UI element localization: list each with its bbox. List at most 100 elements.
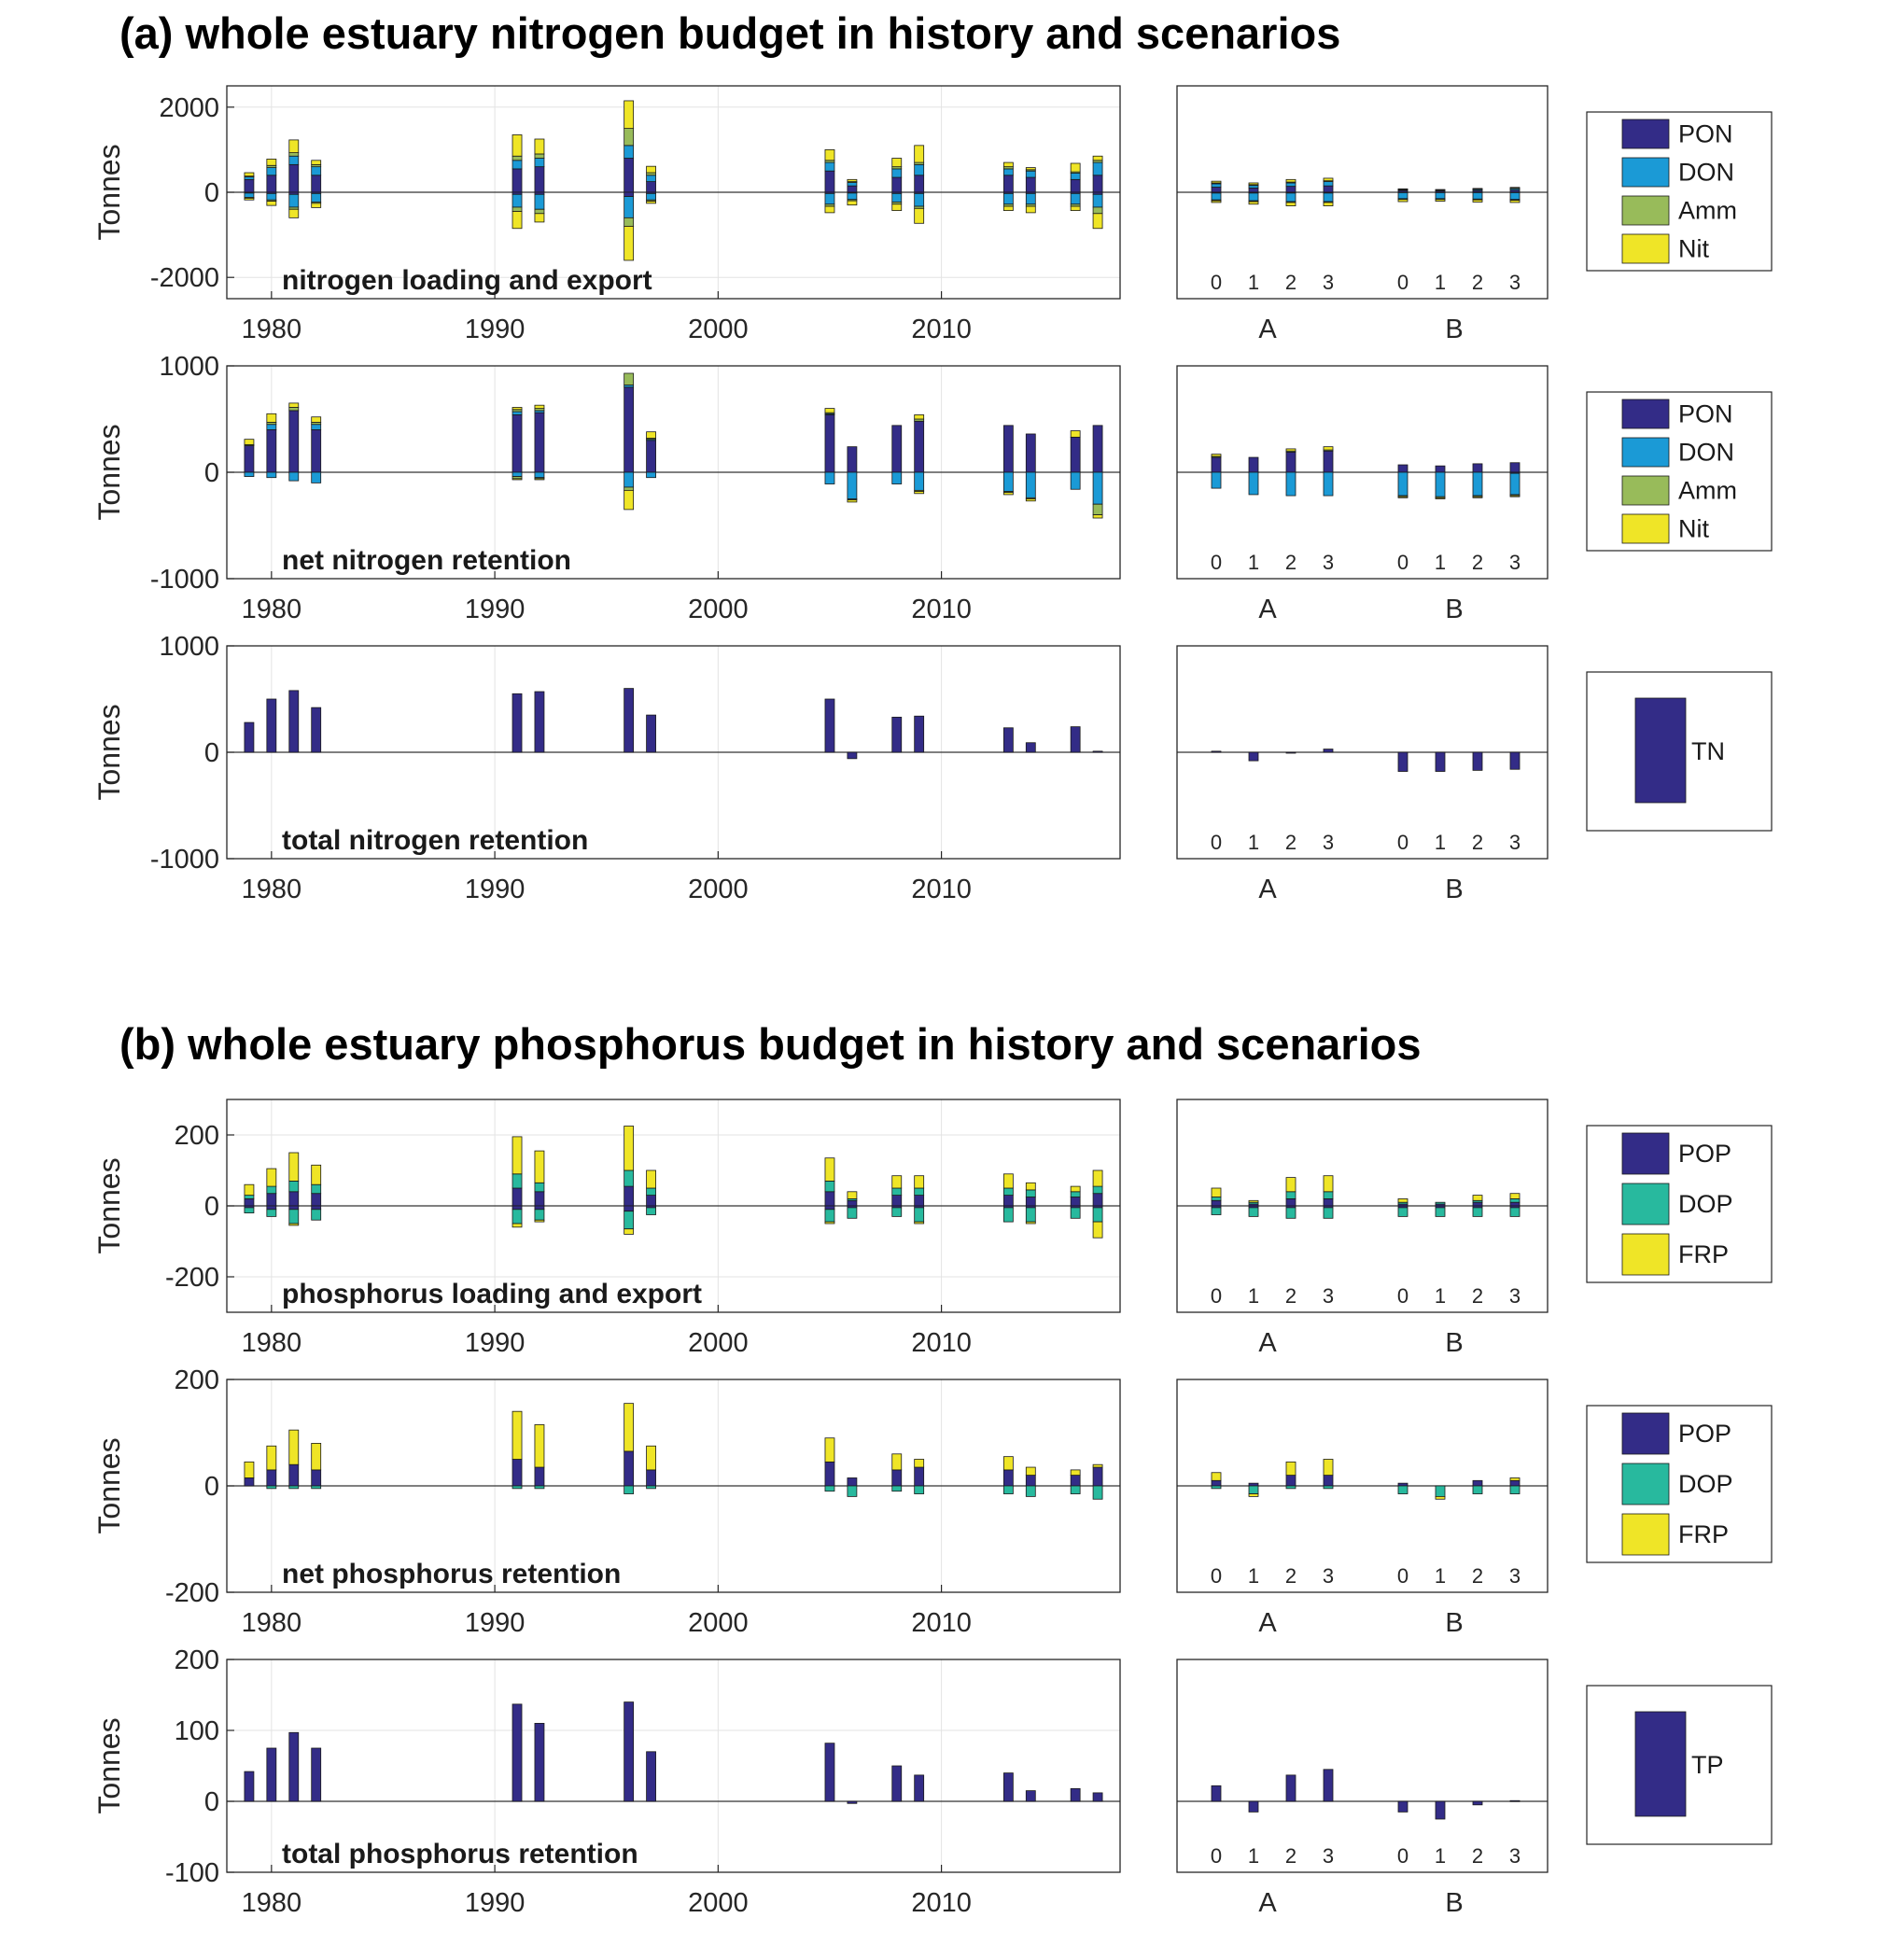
bar-1979-pop [244, 1477, 255, 1487]
scenario-level-label: 0 [1397, 831, 1408, 854]
bar-1982-pop [311, 1193, 322, 1207]
legend-label-tp: TP [1691, 1751, 1724, 1779]
bar-2016-pop [1070, 1475, 1081, 1487]
bar-1992-frp [534, 1150, 545, 1183]
legend-label-nit: Nit [1678, 515, 1709, 543]
bar-2005-dop [824, 1181, 835, 1193]
bar-2005-nit [824, 408, 835, 413]
bar-scenario-A1-pop [1248, 1482, 1259, 1487]
bar-1996-dop [624, 1169, 635, 1187]
bar-1982-don-neg [311, 471, 322, 483]
bar-1982-don [311, 166, 322, 176]
x-tick-label: 2000 [688, 595, 749, 624]
bar-scenario-B0-dop-neg [1397, 1207, 1408, 1217]
bar-scenario-B1-dop-neg [1435, 1485, 1446, 1497]
bar-1981-pop [288, 1191, 300, 1207]
bar-2017-don-neg [1092, 193, 1103, 208]
bar-scenario-A3-nit [1323, 177, 1334, 182]
bar-2005-dop-neg [824, 1485, 835, 1492]
bar-scenario-B3-pop [1509, 1201, 1521, 1207]
x-tick-label: 1980 [242, 875, 302, 904]
bar-1997 [646, 1751, 656, 1802]
bar-1996-dop-neg [624, 1485, 635, 1494]
scenario-level-label: 1 [1248, 1284, 1259, 1308]
y-tick-label: 100 [175, 1716, 219, 1746]
bar-1992-amm-neg [534, 208, 545, 215]
scenario-level-label: 0 [1211, 1564, 1222, 1588]
bar-1980-nit [266, 159, 277, 166]
bar-1981-frp [288, 1152, 300, 1182]
bar-2013-nit [1002, 161, 1014, 168]
bar-1992-nit-neg [534, 478, 545, 481]
bar-scenario-A2 [1285, 1774, 1296, 1802]
bar-1982-dop-neg [311, 1209, 322, 1221]
bar-2014-don [1025, 170, 1036, 178]
bar-2014-pon [1025, 433, 1036, 473]
y-tick-label: 1000 [159, 352, 219, 382]
legend-box [1586, 391, 1773, 552]
scenario-level-label: 0 [1397, 551, 1408, 574]
bar-2016-dop [1070, 1191, 1081, 1197]
bar-1980-pon [266, 175, 277, 193]
bar-1980-don [266, 167, 277, 176]
bar-2013-pop [1002, 1195, 1014, 1207]
scenario-level-label: 1 [1248, 1844, 1259, 1868]
bar-scenario-B0 [1397, 1800, 1408, 1813]
bar-scenario-B1-nit-neg [1435, 497, 1446, 499]
bar-1991-nit-neg [512, 478, 523, 481]
bar-2016-frp [1070, 1185, 1081, 1193]
bar-1991-nit-neg [512, 211, 523, 230]
legend-box [1586, 111, 1773, 272]
y-tick-label: -1000 [150, 565, 219, 595]
scenario-level-label: 2 [1472, 1564, 1483, 1588]
bar-2014-pop [1025, 1475, 1036, 1487]
bar-1981-pop-neg [288, 1205, 300, 1211]
bar-1996-pop [624, 1450, 635, 1487]
bar-1982-dop [311, 1183, 322, 1195]
scenario-level-label: 0 [1397, 1844, 1408, 1868]
bar-1996-amm-neg [624, 486, 635, 491]
x-tick-label: 2010 [911, 595, 972, 624]
bar-2016-frp [1070, 1469, 1081, 1477]
scenario-level-label: 3 [1509, 1564, 1521, 1588]
bar-2005-pon [824, 170, 835, 193]
bar-scenario-A2-pon [1285, 186, 1296, 193]
bar-scenario-A0-pop [1211, 1479, 1222, 1487]
bar-2005-frp [824, 1157, 835, 1182]
bar-scenario-B0-dop-neg [1397, 1485, 1408, 1494]
scenario-axes-frame [1176, 365, 1549, 580]
bar-1992-nit [534, 138, 545, 155]
bar-2006-nit-neg [847, 499, 858, 503]
scenario-level-label: 2 [1472, 831, 1483, 854]
bar-1982-pon [311, 175, 322, 193]
legend-label-tn: TN [1691, 737, 1725, 765]
bar-2014-dop-neg [1025, 1485, 1036, 1497]
legend-swatch-don [1621, 157, 1670, 188]
bar-1979 [244, 721, 255, 753]
bar-2006-nit-neg [847, 200, 858, 206]
bar-2008-don-neg [891, 192, 903, 203]
y-tick-label: 2000 [159, 93, 219, 123]
bar-scenario-B2-nit-neg [1472, 199, 1483, 203]
bar-1982 [311, 1747, 322, 1802]
y-tick-label: -100 [165, 1858, 219, 1888]
bar-2009 [914, 1774, 925, 1802]
scenario-level-label: 2 [1472, 551, 1483, 574]
bar-scenario-B3-frp [1509, 1193, 1521, 1199]
bar-2017-nit-neg [1092, 213, 1103, 230]
bar-1996-pop [624, 1185, 635, 1207]
bar-1981-nit-neg [288, 208, 300, 218]
bar-1992-dop-neg [534, 1485, 545, 1490]
bar-2014-frp [1025, 1466, 1036, 1477]
bar-1979-frp [244, 1183, 255, 1196]
scenario-group-label: A [1258, 875, 1277, 904]
bar-2016-dop-neg [1070, 1485, 1081, 1494]
bar-scenario-A1-pon [1248, 456, 1259, 473]
bar-2017-amm-neg [1092, 503, 1103, 516]
bar-2016-nit-neg [1070, 205, 1081, 212]
bar-1981-amm [288, 152, 300, 157]
bar-1991-don-neg [512, 471, 523, 477]
bar-2017-dop-neg [1092, 1207, 1103, 1223]
legend-swatch-tn [1634, 697, 1687, 804]
legend-swatch-pon [1621, 119, 1670, 149]
